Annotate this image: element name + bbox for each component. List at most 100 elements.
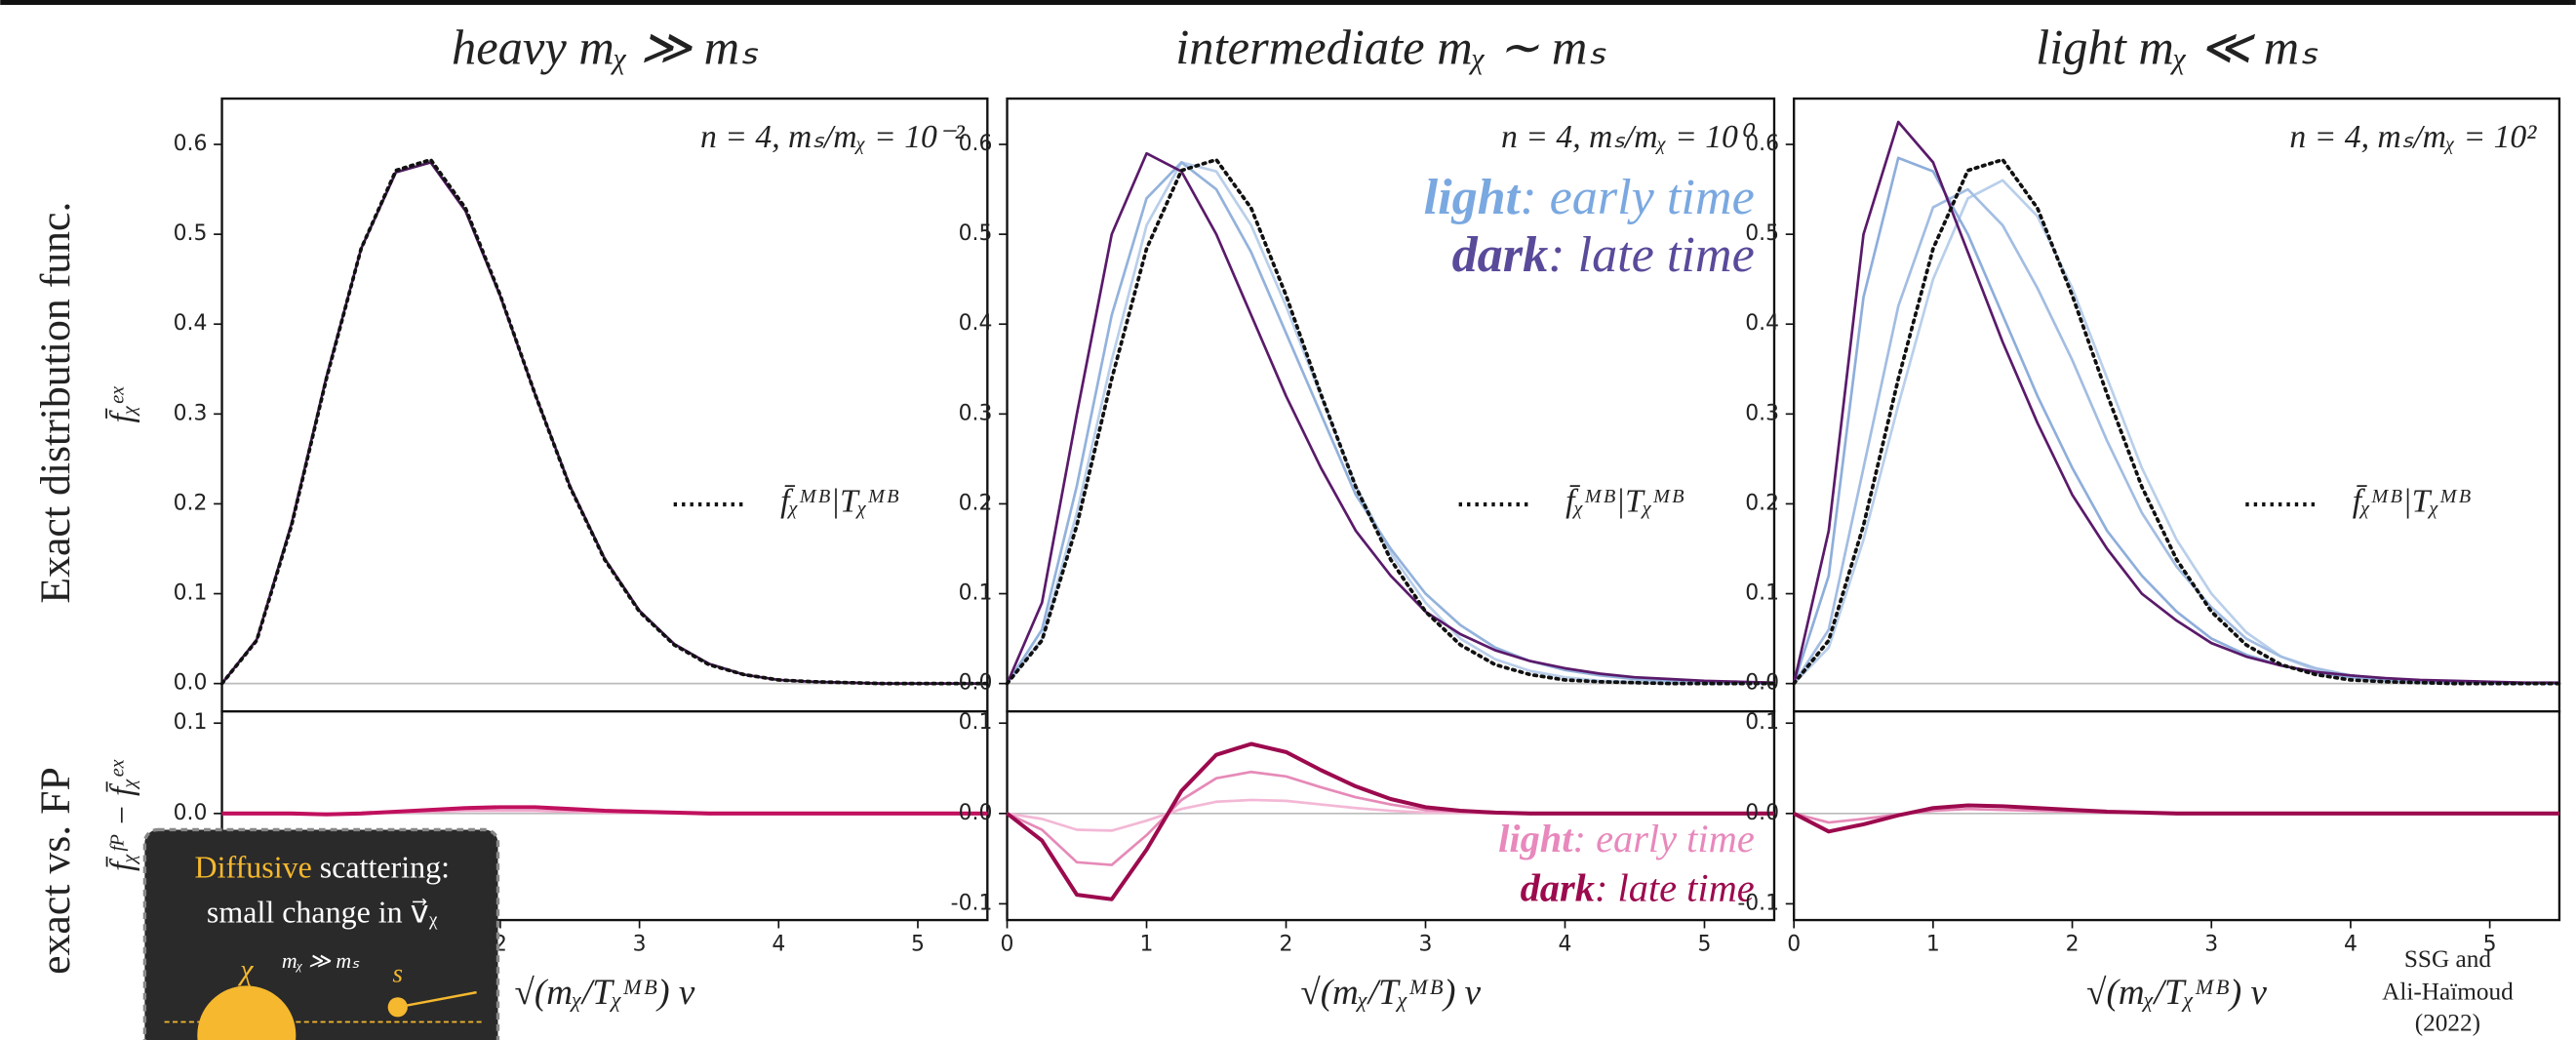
y-tick-label: 0.4 [174, 311, 208, 336]
y-tick-label: 0.6 [959, 132, 993, 156]
x-tick-label: 3 [1419, 932, 1433, 956]
inset-highlight: Diffusive [195, 850, 312, 885]
x-tick-label: 1 [1140, 932, 1154, 956]
legend-label: f̄ᵪᴹᴮ|Tᵪᴹᴮ [2353, 484, 2472, 520]
y-tick-label: 0.1 [1745, 581, 1779, 606]
y-tick-label: -0.1 [1737, 891, 1779, 915]
inset-text: Diffusive scattering: [195, 850, 450, 885]
series-line [1792, 120, 2559, 685]
y-tick-label: 0.1 [959, 710, 993, 735]
y-axis-label: f̄ᵪᶠᴾ − f̄ᵪᵉˣ [104, 759, 140, 871]
y-tick-label: 0.3 [1745, 401, 1779, 425]
credit: Ali-Haïmoud [2382, 979, 2514, 1006]
series-line [1792, 157, 2561, 686]
x-axis-label: √(mᵪ/Tᵪᴹᴮ) v [2086, 973, 2267, 1013]
y-tick-label: 0.0 [1745, 671, 1779, 696]
y-tick-label: 0.0 [1745, 801, 1779, 825]
legend-note: dark: late time [1521, 866, 1755, 910]
plot-area [1793, 710, 2561, 922]
series-line [1006, 161, 1775, 685]
legend-note-key: light [1498, 817, 1574, 860]
x-tick-label: 3 [633, 932, 647, 956]
credit: (2022) [2415, 1010, 2480, 1037]
legend-note: dark: late time [1452, 226, 1755, 283]
inset-text: scattering: [312, 850, 450, 885]
legend-note-text: : late time [1595, 866, 1755, 910]
plot-area [1006, 97, 1776, 713]
x-axis-label: √(mᵪ/Tᵪᴹᴮ) v [515, 973, 695, 1013]
y-tick-label: 0.0 [174, 671, 208, 696]
column-title: light mᵪ ≪ mₛ [2036, 20, 2318, 74]
series-line [1793, 803, 2559, 834]
legend-note-key: dark [1521, 866, 1595, 910]
y-tick-label: 0.2 [1745, 491, 1779, 515]
y-tick-label: 0.1 [174, 581, 208, 606]
y-tick-label: 0.6 [174, 132, 208, 156]
y-tick-label: 0.3 [959, 401, 993, 425]
row-label: Exact distribution func. [32, 202, 79, 604]
x-tick-label: 0 [1001, 932, 1014, 956]
row-label: exact vs. FP [32, 767, 79, 975]
y-axis-label: f̄ᵪᵉˣ [104, 385, 140, 422]
y-tick-label: 0.0 [959, 801, 993, 825]
y-tick-label: 0.0 [174, 801, 208, 825]
column-title: heavy mᵪ ≫ mₛ [452, 20, 759, 74]
legend-note-key: light [1424, 169, 1522, 225]
plot-area [1793, 97, 2561, 713]
y-tick-label: 0.0 [959, 671, 993, 696]
legend-note-text: : early time [1520, 169, 1755, 225]
y-tick-label: 0.5 [174, 221, 208, 246]
x-tick-label: 5 [911, 932, 925, 956]
plot-area [220, 97, 989, 713]
column-title: intermediate mᵪ ∼ mₛ [1175, 20, 1606, 74]
credit: SSG and [2404, 945, 2491, 973]
legend-note-text: : late time [1548, 226, 1755, 283]
legend-note: light: early time [1498, 817, 1755, 860]
y-tick-label: -0.1 [951, 891, 993, 915]
x-tick-label: 0 [1787, 932, 1801, 956]
y-tick-label: 0.4 [1745, 311, 1779, 336]
inset: Diffusive scattering: small change in v⃗… [142, 827, 500, 1040]
x-tick-label: 5 [2483, 932, 2497, 956]
top-border [0, 0, 2576, 6]
series-line [221, 805, 988, 817]
inset-chi: χ [237, 953, 254, 986]
y-tick-label: 0.5 [959, 221, 993, 246]
x-tick-label: 1 [1926, 932, 1940, 956]
inset-arrow [397, 990, 477, 1009]
x-tick-label: 2 [1280, 932, 1293, 956]
x-tick-label: 2 [2066, 932, 2080, 956]
x-tick-label: 5 [1698, 932, 1712, 956]
series-line [1005, 157, 1776, 686]
y-tick-label: 0.4 [959, 311, 993, 336]
x-tick-label: 4 [1559, 932, 1572, 956]
panel-annotation: n = 4, mₛ/mᵪ = 10² [2289, 119, 2537, 155]
series-line [1006, 741, 1774, 901]
series-line [219, 157, 990, 686]
series-line [1006, 151, 1775, 685]
y-tick-label: 0.1 [174, 710, 208, 735]
legend-note-key: dark [1452, 226, 1549, 283]
x-tick-label: 4 [2344, 932, 2358, 956]
panel-annotation: n = 4, mₛ/mᵪ = 10⁰ [1501, 119, 1756, 155]
inset-mass: mᵪ ≫ mₛ [282, 948, 360, 973]
x-tick-label: 3 [2204, 932, 2218, 956]
panel-annotation: n = 4, mₛ/mᵪ = 10⁻² [700, 119, 966, 155]
legend-label: f̄ᵪᴹᴮ|Tᵪᴹᴮ [780, 484, 899, 520]
x-tick-label: 4 [772, 932, 785, 956]
y-tick-label: 0.2 [174, 491, 208, 515]
inset-s: s [393, 959, 403, 988]
legend-note: light: early time [1424, 169, 1755, 225]
x-axis-label: √(mᵪ/Tᵪᴹᴮ) v [1300, 973, 1481, 1013]
y-tick-label: 0.6 [1745, 132, 1779, 156]
y-tick-label: 0.5 [1745, 221, 1779, 246]
y-tick-label: 0.1 [1745, 710, 1779, 735]
legend-note-text: : early time [1573, 817, 1755, 860]
y-tick-label: 0.3 [174, 401, 208, 425]
plot-area [1006, 710, 1776, 922]
legend-label: f̄ᵪᴹᴮ|Tᵪᴹᴮ [1565, 484, 1684, 520]
inset-box [142, 827, 500, 1040]
inset-chi-particle [197, 985, 297, 1040]
